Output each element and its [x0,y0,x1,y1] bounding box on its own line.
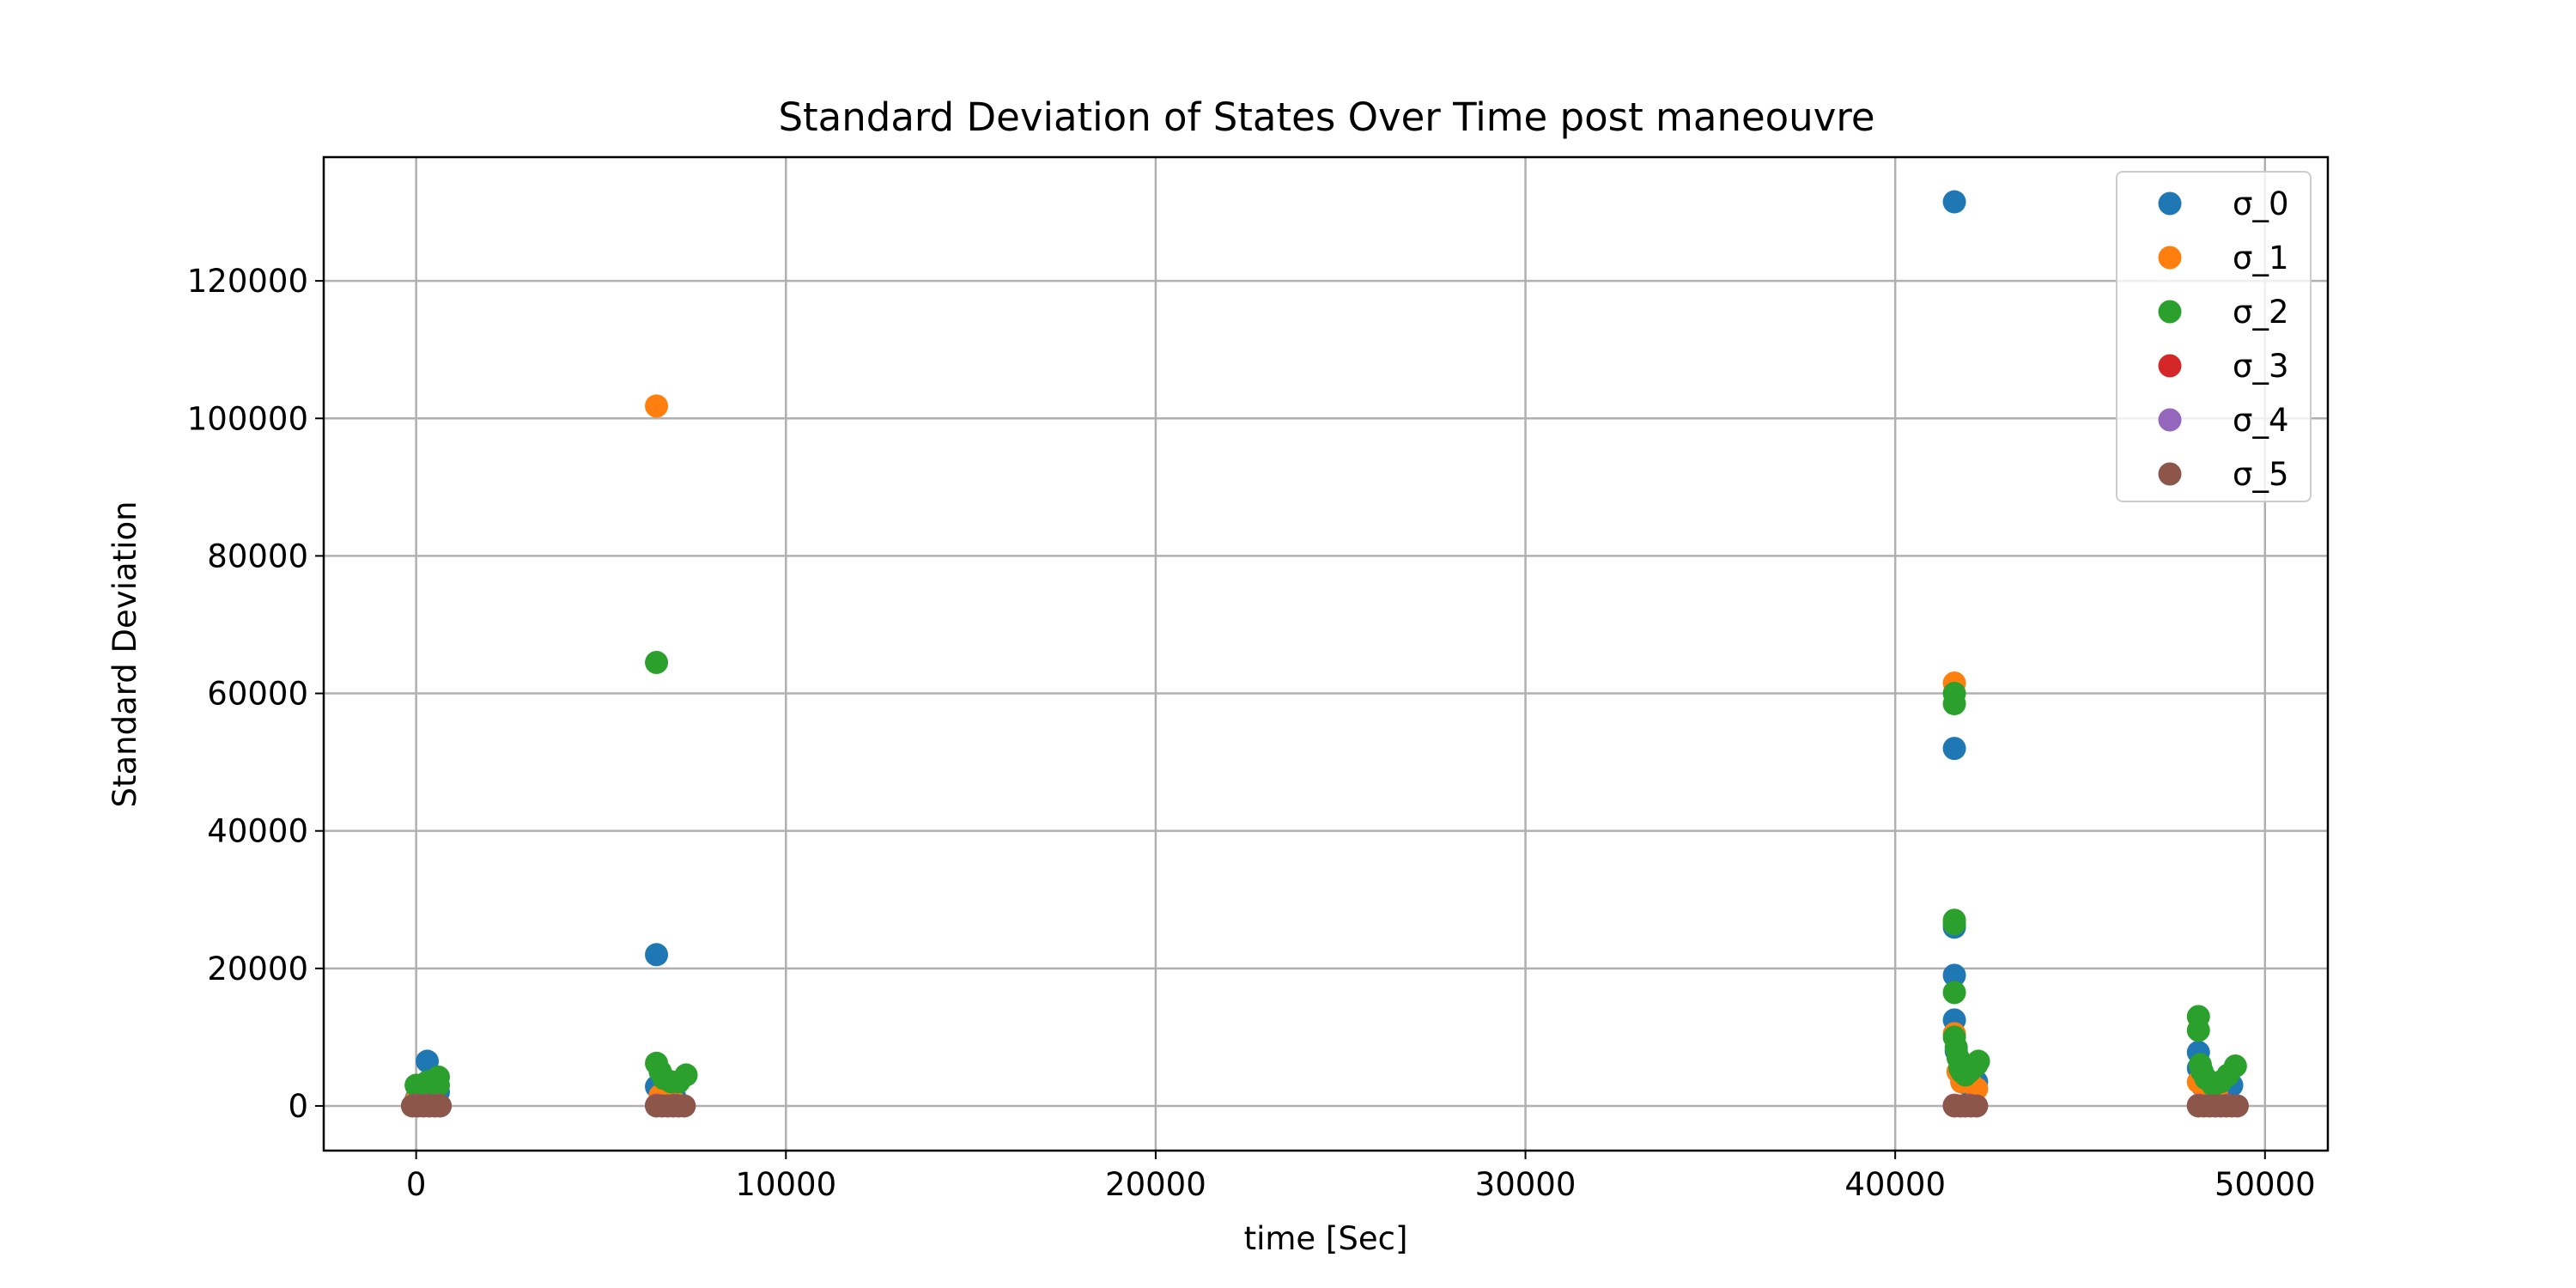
x-tick-label: 20000 [1105,1166,1206,1203]
legend-label: σ_1 [2233,240,2289,276]
y-tick-label: 0 [288,1088,308,1125]
legend-marker [2158,462,2182,486]
data-point [672,1094,696,1118]
data-point [1942,190,1966,214]
y-tick-label: 20000 [207,951,308,987]
y-tick-label: 60000 [207,676,308,713]
x-tick-label: 30000 [1475,1166,1577,1203]
data-point [1942,912,1966,936]
data-point [1942,737,1966,761]
y-tick-label: 40000 [207,813,308,850]
data-point [2223,1054,2247,1078]
legend-label: σ_2 [2233,294,2289,331]
legend: σ_0 σ_1 σ_2 σ_3 σ_4 σ_5 [2116,171,2312,502]
x-axis-ticks: 0 10000 20000 30000 40000 50000 [406,1151,2316,1203]
y-tick-label: 120000 [187,263,308,300]
data-point [2225,1094,2249,1118]
grid-lines [324,157,2328,1151]
data-point [1965,1094,1989,1118]
series-5 [400,1094,2249,1118]
data-point [1942,981,1966,1005]
data-point [1942,692,1966,716]
data-points [400,190,2249,1118]
data-point [426,1073,450,1097]
y-axis-label: Standard Deviation [106,501,143,807]
plot-frame [322,155,2330,1152]
chart-title: Standard Deviation of States Over Time p… [778,94,1874,140]
x-tick-label: 0 [406,1166,427,1203]
data-point [1942,963,1966,987]
data-point [674,1063,698,1087]
x-tick-label: 10000 [735,1166,836,1203]
x-tick-label: 40000 [1844,1166,1946,1203]
legend-marker [2158,354,2182,378]
legend-marker [2158,408,2182,432]
legend-label: σ_5 [2233,456,2289,493]
y-tick-label: 80000 [207,538,308,574]
legend-marker [2158,300,2182,324]
data-point [645,651,669,675]
legend-label: σ_3 [2233,348,2289,385]
x-tick-label: 50000 [2215,1166,2316,1203]
legend-marker [2158,191,2182,216]
x-axis-label: time [Sec] [1244,1220,1408,1257]
data-point [1966,1049,1990,1073]
series-2 [404,651,2247,1104]
y-tick-label: 100000 [187,400,308,437]
legend-label: σ_0 [2233,185,2289,222]
legend-marker [2158,246,2182,270]
data-point [2186,1018,2210,1042]
legend-label: σ_4 [2233,402,2289,439]
data-point [645,943,669,967]
data-point [428,1094,453,1118]
y-axis-ticks: 0 20000 40000 60000 80000 100000 120000 [187,263,324,1125]
data-point [645,394,669,418]
